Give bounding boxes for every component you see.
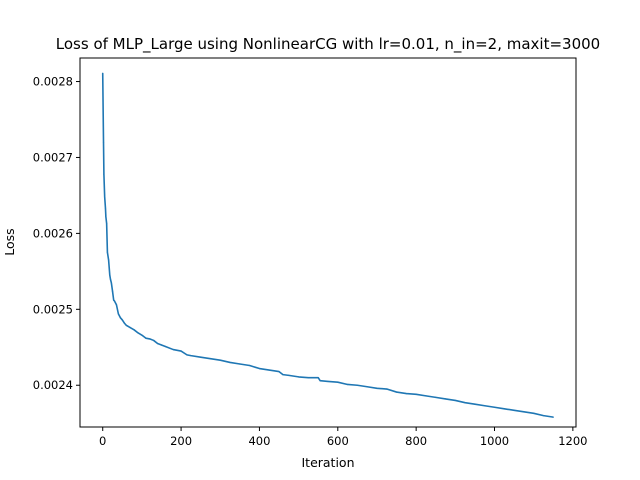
data-point (104, 207, 107, 209)
data-point (415, 393, 417, 395)
data-point (317, 377, 319, 379)
x-tick-label: 1200 (558, 434, 587, 448)
data-point (376, 387, 378, 389)
data-point (307, 377, 310, 379)
data-point (454, 399, 456, 402)
data-point (113, 300, 116, 302)
data-point (103, 173, 105, 175)
data-point (268, 369, 270, 371)
data-point (346, 383, 349, 386)
data-point (249, 364, 251, 367)
data-point (109, 274, 111, 276)
x-tick-label: 200 (170, 434, 192, 448)
loss-data-points (102, 72, 554, 418)
y-axis: 0.0024 0.0025 0.0026 0.0027 0.0028 (33, 75, 80, 392)
data-point (190, 355, 192, 357)
data-point (156, 342, 159, 345)
x-tick-label: 0 (99, 434, 106, 448)
data-point (104, 196, 106, 198)
data-point (395, 391, 398, 393)
data-point (160, 344, 163, 346)
y-tick-label: 0.0024 (33, 378, 73, 392)
data-point (106, 222, 108, 225)
x-tick-label: 400 (248, 434, 270, 448)
data-point (209, 358, 212, 360)
loss-series-line (101, 73, 554, 418)
data-point (121, 319, 123, 321)
data-point (106, 251, 109, 253)
data-point (474, 403, 476, 405)
x-axis-label: Iteration (301, 455, 354, 470)
data-point (111, 290, 114, 292)
y-tick-label: 0.0026 (33, 226, 73, 240)
data-point (337, 381, 339, 383)
data-point (386, 388, 388, 390)
data-point (137, 332, 139, 334)
x-tick-label: 600 (327, 434, 349, 448)
data-point (523, 411, 525, 413)
y-tick-label: 0.0028 (33, 75, 73, 89)
data-point (119, 317, 121, 319)
y-axis-label: Loss (2, 228, 17, 255)
data-point (493, 406, 496, 408)
data-point (513, 409, 515, 411)
data-point (102, 72, 104, 74)
chart-title: Loss of MLP_Large using NonlinearCG with… (56, 35, 600, 54)
data-point (219, 359, 221, 361)
data-point (110, 282, 112, 284)
data-point (464, 402, 466, 404)
data-point (164, 345, 167, 348)
data-point (102, 141, 105, 143)
data-point (356, 384, 358, 386)
data-point (108, 259, 110, 261)
data-point (117, 313, 119, 315)
data-point (405, 392, 407, 395)
data-point (444, 398, 447, 400)
data-point (533, 412, 535, 414)
data-point (149, 338, 151, 340)
data-point (153, 339, 155, 342)
data-point (186, 354, 188, 356)
data-point (282, 374, 284, 376)
data-point (123, 322, 125, 324)
data-point (109, 279, 112, 281)
data-point (145, 337, 147, 339)
data-point (542, 415, 545, 417)
data-point (172, 348, 174, 351)
data-point (105, 216, 107, 218)
data-point (115, 304, 118, 306)
data-point (133, 329, 135, 331)
data-point (435, 396, 437, 398)
x-tick-label: 1000 (480, 434, 509, 448)
data-point (239, 363, 241, 365)
data-point (319, 380, 321, 382)
x-tick-label: 800 (405, 434, 427, 448)
data-point (258, 367, 261, 370)
data-point (200, 356, 202, 358)
y-tick-label: 0.0027 (33, 150, 73, 164)
data-point (180, 350, 182, 352)
data-point (113, 299, 115, 301)
data-point (484, 405, 486, 407)
data-point (129, 326, 131, 329)
data-point (288, 374, 290, 376)
data-point (425, 395, 427, 397)
data-point (327, 380, 329, 383)
x-axis: 0 200 400 600 800 1000 1200 (99, 427, 588, 448)
data-point (552, 416, 554, 418)
data-point (125, 324, 127, 326)
data-point (366, 386, 368, 388)
y-tick-label: 0.0025 (33, 302, 73, 316)
data-point (141, 334, 143, 336)
plot-area-frame (79, 57, 577, 428)
data-point (278, 370, 280, 373)
data-point (298, 376, 300, 378)
data-point (503, 408, 505, 410)
data-point (229, 361, 231, 364)
